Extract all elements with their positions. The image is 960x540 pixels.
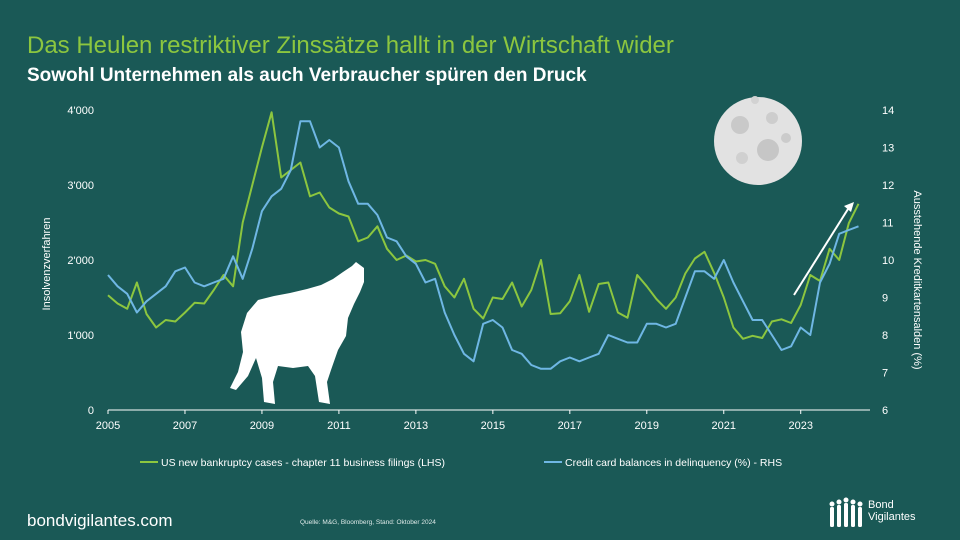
x-tick-label: 2017	[558, 420, 582, 432]
legend-item-bankruptcy[interactable]: US new bankruptcy cases - chapter 11 bus…	[140, 457, 445, 469]
logo-text-line1: Bond	[868, 499, 894, 511]
legend: US new bankruptcy cases - chapter 11 bus…	[140, 457, 782, 469]
y-right-tick-label: 6	[882, 405, 888, 417]
logo-text-line2: Vigilantes	[868, 511, 916, 523]
y-right-tick-label: 10	[882, 255, 894, 267]
x-tick-label: 2019	[635, 420, 659, 432]
y-right-tick-label: 13	[882, 143, 894, 155]
y-right-tick-label: 12	[882, 180, 894, 192]
footer-website-link[interactable]: bondvigilantes.com	[27, 511, 173, 530]
x-tick-label: 2023	[788, 420, 812, 432]
bond-vigilantes-logo: Bond Vigilantes	[828, 496, 938, 532]
y-left-tick-label: 0	[88, 405, 94, 417]
y-right-tick-label: 8	[882, 330, 888, 342]
chart-title: Das Heulen restriktiver Zinssätze hallt …	[27, 32, 674, 59]
legend-label-bankruptcy: US new bankruptcy cases - chapter 11 bus…	[161, 457, 445, 469]
y-left-axis-label: Insolvenzverfahren	[41, 218, 53, 311]
x-tick-label: 2007	[173, 420, 197, 432]
x-tick-label: 2011	[327, 420, 351, 432]
moon-icon	[714, 96, 802, 185]
logo-people-icon	[829, 497, 863, 527]
wolf-icon	[230, 262, 364, 404]
y-left-tick-label: 1'000	[67, 330, 94, 342]
y-right-tick-label: 11	[882, 218, 893, 230]
y-left-tick-label: 3'000	[67, 180, 94, 192]
y-left-tick-label: 4'000	[67, 105, 94, 117]
series-bankruptcy-line	[107, 111, 860, 340]
x-tick-label: 2013	[404, 420, 428, 432]
y-right-tick-label: 14	[882, 105, 894, 117]
y-left-tick-label: 2'000	[67, 255, 94, 267]
series-delinquency-line	[107, 120, 859, 370]
chart-subtitle: Sowohl Unternehmen als auch Verbraucher …	[27, 65, 587, 86]
y-right-tick-label: 9	[882, 293, 888, 305]
source-note: Quelle: M&G, Bloomberg, Stand: Oktober 2…	[300, 519, 436, 526]
legend-label-delinquency: Credit card balances in delinquency (%) …	[565, 457, 782, 469]
x-tick-label: 2005	[96, 420, 120, 432]
y-right-tick-label: 7	[882, 368, 888, 380]
y-right-axis-label: Ausstehende Kreditkartensalden (%)	[911, 190, 923, 369]
x-tick-label: 2021	[712, 420, 736, 432]
trend-arrow-icon	[793, 202, 854, 296]
x-tick-label: 2009	[250, 420, 274, 432]
legend-item-delinquency[interactable]: Credit card balances in delinquency (%) …	[544, 457, 782, 469]
x-tick-label: 2015	[481, 420, 505, 432]
